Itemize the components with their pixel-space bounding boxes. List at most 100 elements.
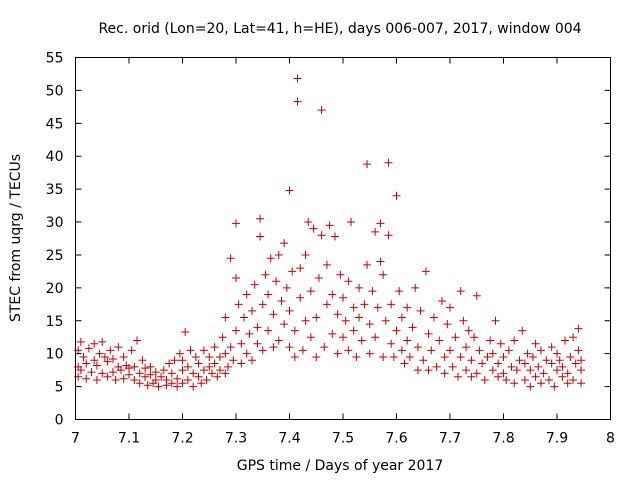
data-point	[376, 219, 385, 228]
data-point	[119, 352, 128, 361]
data-point	[413, 366, 422, 375]
data-point	[194, 372, 203, 381]
data-point	[553, 349, 561, 358]
data-point	[467, 356, 476, 365]
data-point	[368, 287, 377, 296]
data-point	[157, 372, 166, 381]
data-point	[103, 372, 112, 381]
data-point	[547, 359, 556, 368]
data-point	[405, 352, 414, 361]
data-point	[221, 313, 230, 322]
data-point	[293, 97, 302, 106]
data-point	[333, 349, 342, 358]
data-point	[274, 250, 283, 259]
data-point	[472, 369, 481, 378]
y-tick-label: 25	[46, 248, 64, 264]
data-point	[218, 333, 227, 342]
data-point	[558, 372, 567, 381]
data-point	[197, 379, 206, 388]
data-point	[491, 316, 500, 325]
data-point	[226, 343, 235, 352]
data-point	[191, 352, 200, 361]
data-point	[226, 254, 235, 263]
data-point	[210, 359, 219, 368]
data-point	[454, 372, 463, 381]
data-point	[467, 372, 476, 381]
data-point	[462, 343, 471, 352]
data-point	[92, 361, 101, 370]
data-point	[290, 326, 299, 335]
data-point	[312, 352, 321, 361]
x-tick-label: 7.4	[278, 431, 300, 447]
data-point	[547, 343, 556, 352]
data-point	[141, 364, 150, 373]
data-point	[301, 316, 310, 325]
x-tick-label: 8	[606, 431, 615, 447]
data-point	[448, 362, 457, 371]
data-point	[480, 376, 489, 385]
y-tick-label: 5	[55, 380, 64, 396]
data-point	[520, 359, 529, 368]
data-point	[384, 158, 393, 167]
x-tick-label: 7.2	[171, 431, 193, 447]
data-point	[189, 382, 198, 391]
data-point	[266, 254, 275, 263]
y-tick-label: 35	[46, 182, 64, 198]
data-point	[186, 346, 195, 355]
data-point	[258, 346, 267, 355]
data-point	[526, 366, 535, 375]
data-point	[146, 370, 155, 379]
x-tick-label: 7.8	[492, 431, 514, 447]
data-point	[87, 368, 96, 377]
data-point	[106, 346, 115, 355]
data-point	[248, 306, 257, 315]
data-point	[306, 333, 315, 342]
data-point	[205, 352, 214, 361]
data-point	[392, 191, 401, 200]
data-point	[566, 352, 575, 361]
data-point	[544, 376, 553, 385]
data-point	[440, 352, 449, 361]
data-point	[488, 366, 497, 375]
data-point	[416, 306, 425, 315]
data-point	[293, 74, 302, 83]
x-tick-label: 7	[71, 431, 80, 447]
data-point	[384, 231, 393, 240]
data-point	[232, 326, 240, 335]
data-point	[555, 356, 564, 365]
data-point	[202, 376, 211, 385]
data-point	[175, 349, 184, 358]
data-point	[574, 346, 583, 355]
data-point	[116, 366, 125, 375]
data-point	[512, 366, 521, 375]
data-point	[427, 346, 436, 355]
data-point	[312, 313, 321, 322]
data-point	[371, 333, 380, 342]
data-point	[285, 343, 294, 352]
data-point	[389, 352, 398, 361]
data-point	[387, 339, 396, 348]
data-point	[510, 336, 519, 345]
data-point	[365, 349, 374, 358]
data-point	[151, 368, 160, 377]
data-point	[528, 352, 537, 361]
data-point	[349, 303, 358, 312]
data-point	[237, 339, 246, 348]
y-tick-label: 30	[46, 215, 64, 231]
data-point	[237, 359, 246, 368]
data-point	[330, 232, 339, 241]
y-tick-label: 15	[46, 314, 64, 330]
data-point	[245, 329, 254, 338]
data-point	[298, 346, 307, 355]
data-point	[79, 352, 88, 361]
data-point	[82, 359, 91, 368]
data-point	[253, 339, 262, 348]
data-point	[143, 381, 152, 390]
x-axis-label: GPS time / Days of year 2017	[237, 458, 444, 474]
data-point	[376, 257, 385, 266]
data-point	[317, 231, 326, 240]
data-point	[215, 366, 224, 375]
data-point	[178, 379, 187, 388]
data-point	[349, 326, 358, 335]
data-point	[306, 287, 315, 296]
